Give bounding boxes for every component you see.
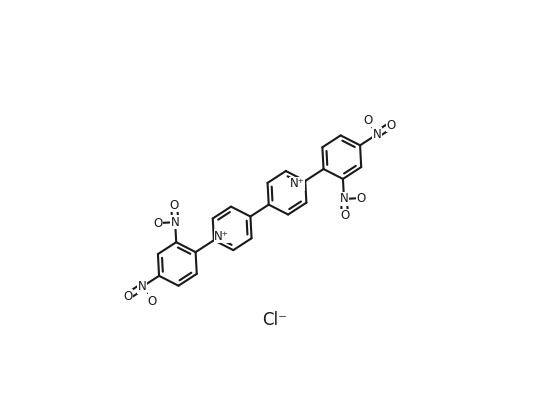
Text: N: N	[340, 193, 348, 206]
Text: O: O	[147, 294, 156, 307]
Text: Cl⁻: Cl⁻	[262, 310, 287, 329]
Text: O: O	[386, 119, 396, 132]
Text: O: O	[169, 199, 179, 212]
Text: N: N	[171, 216, 180, 229]
Text: N: N	[138, 280, 147, 293]
Text: O: O	[123, 290, 132, 303]
Text: O: O	[363, 114, 372, 127]
Text: N⁺: N⁺	[214, 230, 229, 242]
Text: N: N	[373, 128, 381, 141]
Text: O: O	[340, 209, 349, 222]
Text: O: O	[356, 191, 366, 204]
Text: O: O	[153, 217, 163, 230]
Text: N⁺: N⁺	[290, 177, 305, 190]
